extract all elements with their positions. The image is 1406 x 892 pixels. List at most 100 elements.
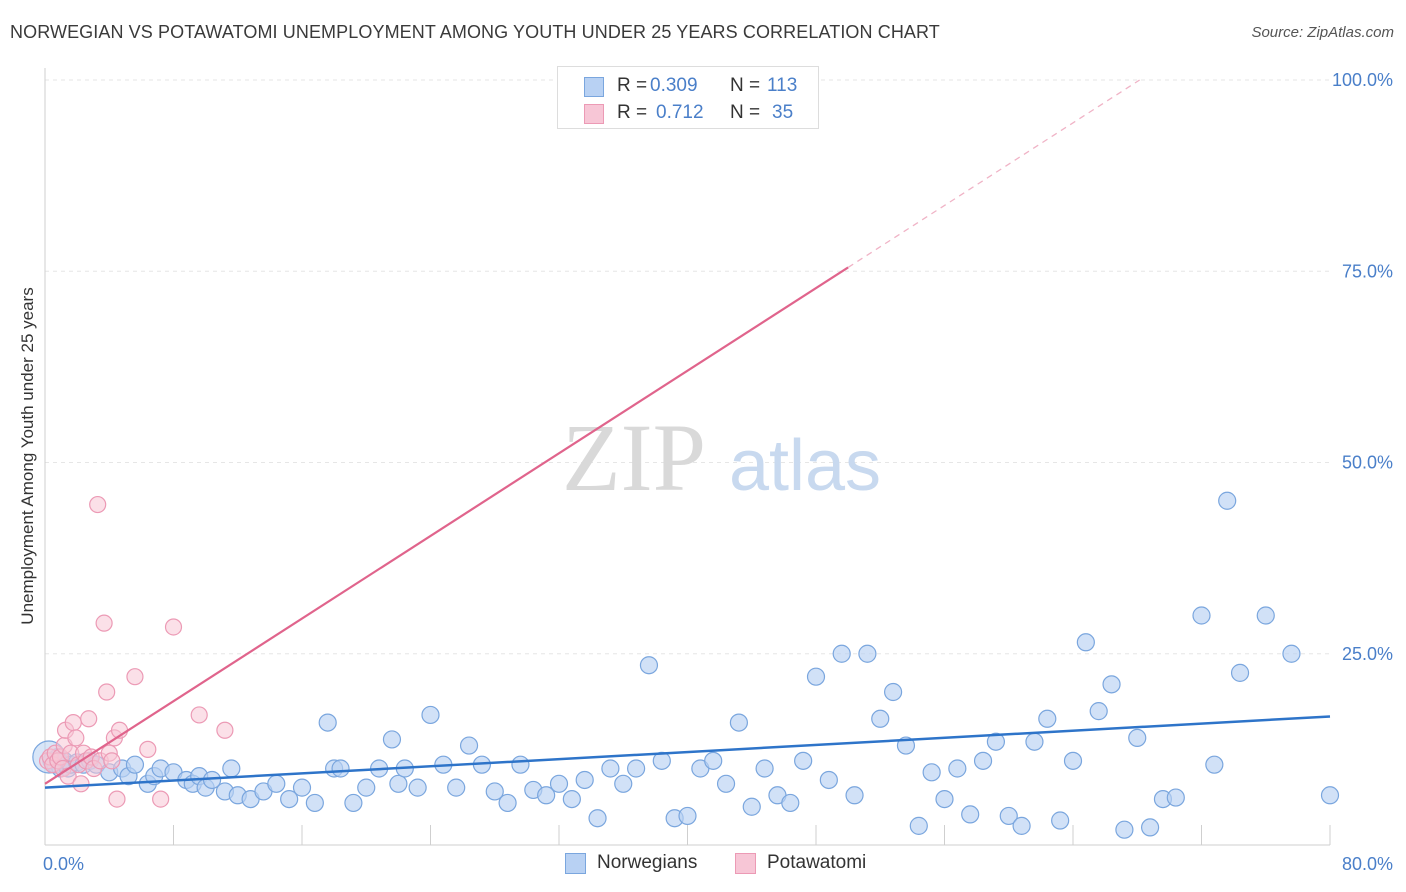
norwegian-point (389, 774, 408, 793)
norwegian-point (973, 751, 993, 770)
n-label: N = (730, 102, 761, 123)
norwegian-point (883, 682, 903, 702)
norwegian-point (267, 774, 286, 793)
norwegian-point (832, 644, 851, 663)
norwegian-point (935, 789, 954, 809)
norwegian-point (382, 730, 402, 749)
norwegian-point (1051, 811, 1070, 830)
norwegian-point (614, 774, 633, 793)
norwegian-point (588, 809, 607, 828)
norwegian-point (537, 786, 556, 805)
norwegian-point (1320, 786, 1340, 805)
n-value: 113 (767, 75, 798, 96)
norwegian-point (1282, 644, 1301, 663)
norwegian-point (639, 656, 659, 675)
potawatomi-point (164, 618, 183, 636)
norwegian-point (1089, 702, 1108, 721)
r-label: R = (617, 102, 648, 123)
potawatomi-point (108, 790, 126, 808)
chart-title: NORWEGIAN VS POTAWATOMI UNEMPLOYMENT AMO… (10, 22, 940, 42)
norwegian-point (678, 806, 697, 826)
norwegian-point (1038, 709, 1057, 728)
legend-label: Potawatomi (767, 852, 867, 873)
potawatomi-point (72, 775, 90, 793)
norwegian-point (806, 667, 826, 686)
norwegian-point (498, 793, 517, 813)
potawatomi-point (216, 721, 234, 739)
norwegian-point (447, 778, 466, 797)
norwegian-point (1128, 728, 1147, 748)
norwegian-point (1192, 606, 1211, 625)
norwegian-point (1102, 675, 1121, 694)
x-tick-label: 80.0% (1342, 854, 1393, 874)
norwegian-point (845, 786, 864, 805)
norwegian-point (1115, 820, 1134, 839)
norwegian-point (948, 759, 967, 778)
watermark-zip: ZIP (562, 404, 706, 511)
norwegian-point (408, 778, 427, 797)
norwegian-point (1025, 732, 1044, 751)
legend-label: Norwegians (597, 852, 698, 873)
norwegian-point (922, 763, 941, 782)
norwegian-point (344, 793, 363, 813)
norwegians-legend-swatch (565, 853, 586, 874)
norwegian-point (305, 793, 324, 813)
norwegians-swatch (584, 77, 604, 97)
grid-lines (45, 79, 1330, 655)
r-label: R = (617, 75, 648, 96)
norwegian-point (357, 778, 376, 797)
source-credit: Source: ZipAtlas.com (1251, 24, 1394, 41)
norwegian-point (858, 644, 877, 663)
norwegian-point (1230, 663, 1250, 682)
norwegian-point (1218, 491, 1237, 510)
potawatomi-point (98, 683, 116, 701)
norwegian-point (318, 713, 337, 732)
n-label: N = (730, 75, 761, 96)
y-tick-label: 75.0% (1342, 261, 1393, 281)
potawatomi-point (152, 790, 170, 808)
potawatomi-point (89, 495, 107, 514)
potawatomi-point (80, 710, 98, 728)
norwegian-point (729, 713, 749, 732)
norwegian-point (742, 797, 761, 816)
norwegian-point (562, 789, 581, 809)
norwegian-point (1076, 633, 1095, 652)
norwegian-point (716, 774, 736, 793)
norwegian-point (485, 782, 504, 801)
potawatomi-trend-extension (847, 79, 1140, 268)
norwegian-point (781, 793, 800, 813)
y-tick-label: 50.0% (1342, 453, 1393, 473)
potawatomi-point (190, 706, 208, 724)
potawatomi-point (126, 668, 144, 686)
norwegian-point (292, 778, 312, 797)
correlation-legend: R = 0.309 N = 113 R = 0.712 N = 35 (557, 66, 819, 129)
norwegian-point (125, 755, 145, 774)
r-value: 0.712 (656, 102, 704, 123)
r-value: 0.309 (650, 75, 698, 96)
n-value: 35 (772, 102, 794, 123)
norwegian-point (222, 759, 241, 778)
norwegian-point (511, 755, 530, 774)
norwegian-point (626, 759, 646, 778)
norwegian-point (601, 759, 620, 778)
potawatomi-point (67, 729, 85, 747)
norwegian-point (1140, 818, 1160, 837)
norwegian-point (871, 709, 890, 728)
norwegian-point (755, 759, 774, 778)
norwegian-point (1166, 788, 1185, 807)
norwegians-trend-line (44, 715, 1331, 789)
y-tick-label: 25.0% (1342, 644, 1393, 664)
tick-labels: 25.0% 50.0% 75.0% 100.0% 0.0% 80.0% (43, 70, 1393, 874)
norwegian-point (280, 789, 299, 809)
y-tick-label: 100.0% (1332, 70, 1393, 90)
norwegian-point (459, 736, 479, 755)
norwegian-point (1063, 751, 1083, 770)
norwegian-point (999, 806, 1018, 826)
potawatomi-swatch (584, 104, 604, 124)
norwegian-point (819, 770, 838, 790)
norwegian-point (575, 770, 594, 790)
potawatomi-legend-swatch (735, 853, 756, 874)
norwegian-point (1256, 606, 1275, 625)
watermark-atlas: atlas (729, 426, 881, 506)
